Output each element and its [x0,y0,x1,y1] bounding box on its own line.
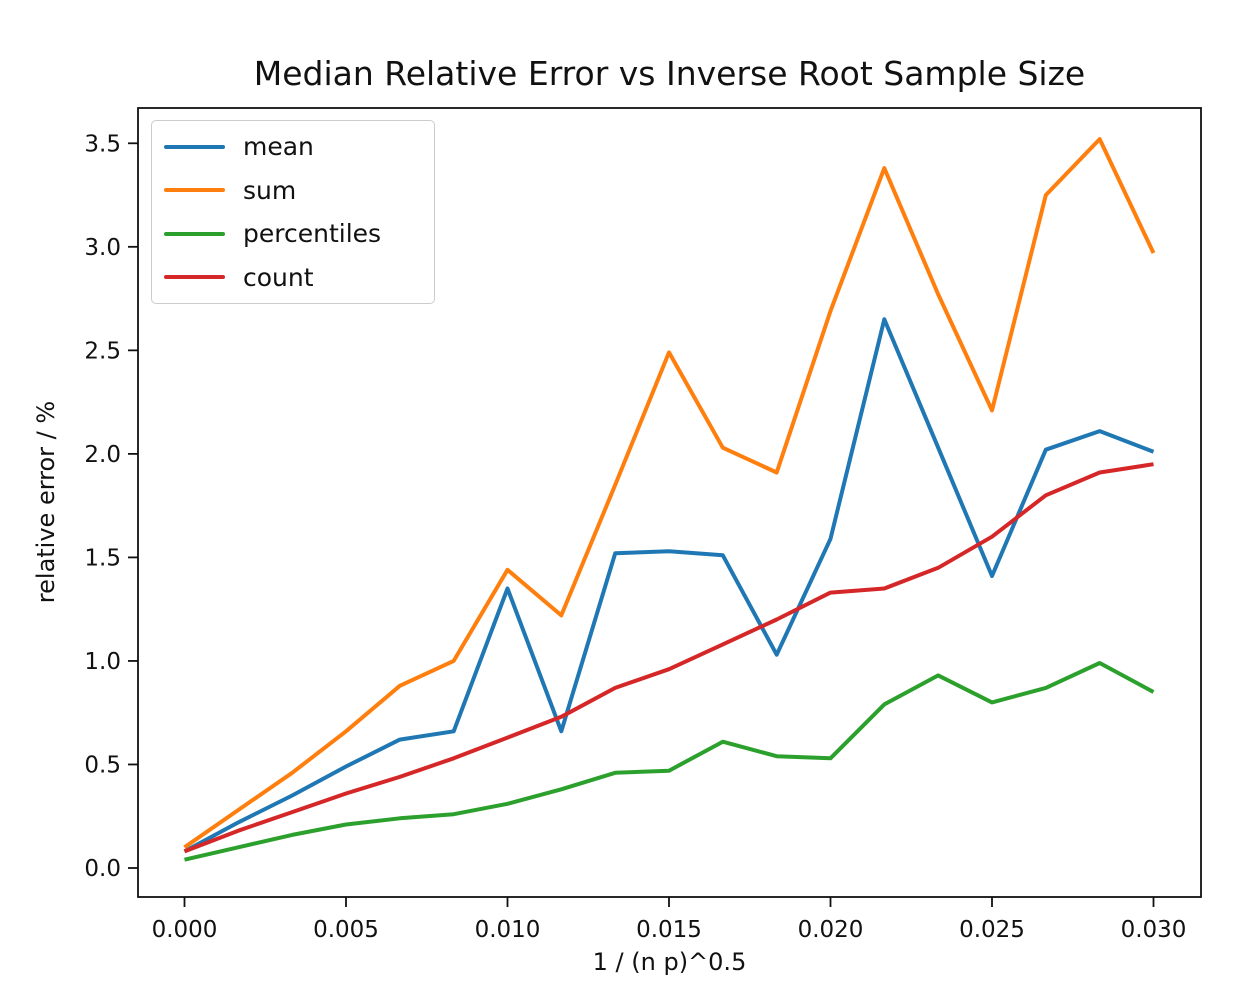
legend-label: mean [243,132,314,162]
axes-spines [137,107,1202,898]
x-tick-label: 0.030 [1121,917,1187,943]
x-tick-label: 0.025 [959,917,1025,943]
series-line-percentiles [184,661,1155,862]
legend-label: count [243,262,314,292]
legend-item-mean: mean [152,126,434,168]
y-tick-label: 1.0 [84,649,121,675]
x-tick-label: 0.020 [798,917,864,943]
series-line-count [183,462,1154,854]
series-line-sum [183,137,1156,849]
x-axis-label: 1 / (n p)^0.5 [592,948,747,976]
legend-swatch-mean [164,144,225,149]
x-tick-label: 0.015 [636,917,702,943]
legend: mean sum percentiles count [151,120,435,304]
y-axis-label: relative error / % [32,400,60,604]
legend-item-percentiles: percentiles [152,213,434,255]
legend-swatch-count [164,275,225,280]
y-tick-label: 3.0 [84,235,121,261]
legend-item-sum: sum [152,169,434,211]
legend-swatch-percentiles [164,231,225,236]
legend-swatch-sum [164,188,225,193]
y-tick-label: 1.5 [84,545,121,571]
chart-title: Median Relative Error vs Inverse Root Sa… [253,54,1086,93]
y-tick-label: 3.5 [84,131,121,157]
y-tick-label: 2.5 [84,338,121,364]
x-tick-label: 0.010 [475,917,541,943]
y-tick-label: 2.0 [84,442,121,468]
x-tick-label: 0.005 [313,917,379,943]
legend-label: percentiles [243,219,382,249]
legend-item-count: count [152,256,434,298]
y-tick-label: 0.0 [84,856,121,882]
x-tick-label: 0.000 [152,917,218,943]
y-tick-label: 0.5 [84,752,121,778]
legend-label: sum [243,175,297,205]
series-line-mean [183,317,1155,854]
